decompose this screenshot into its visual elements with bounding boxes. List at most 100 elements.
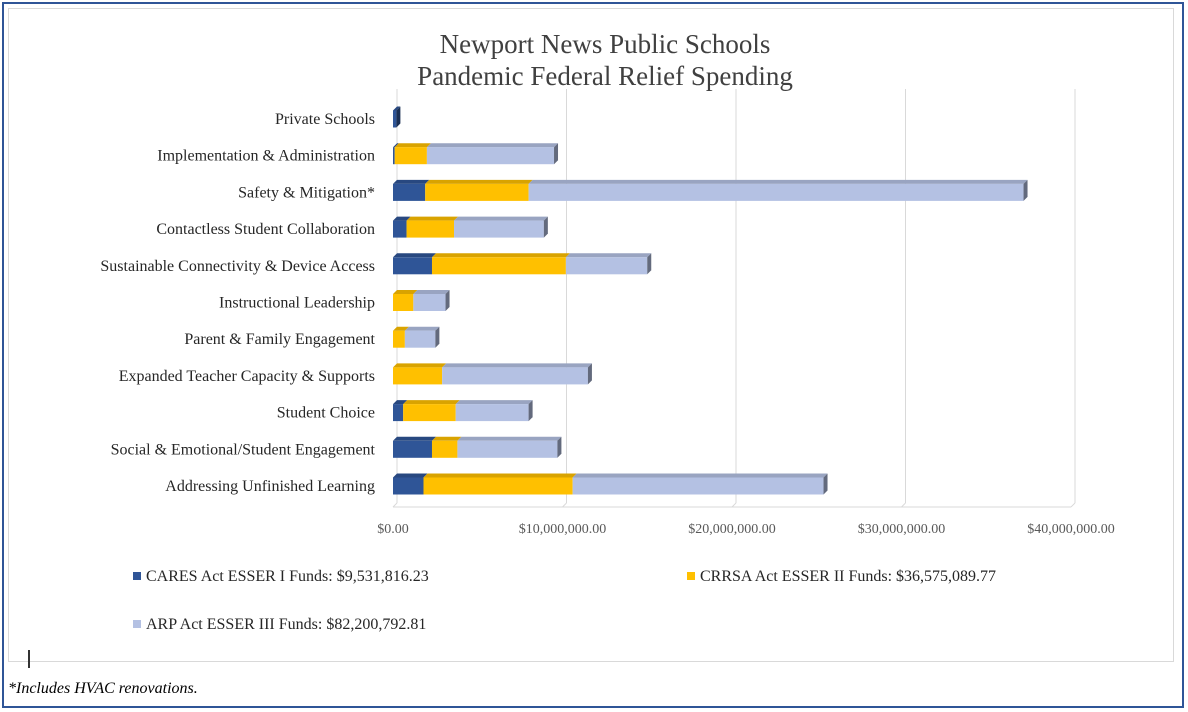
text-cursor bbox=[28, 650, 30, 668]
bar-segment-top bbox=[455, 400, 533, 405]
bar-segment bbox=[426, 147, 555, 165]
category-label: Sustainable Connectivity & Device Access bbox=[100, 258, 375, 275]
legend-swatch bbox=[133, 620, 141, 628]
bar-end-face bbox=[587, 363, 592, 385]
bar-segment bbox=[425, 183, 529, 201]
legend-swatch bbox=[133, 572, 141, 580]
bar-segment-top bbox=[393, 436, 436, 441]
gridline-foot-1 bbox=[562, 502, 567, 508]
bar-segment-top bbox=[457, 436, 562, 441]
bar-segment-top bbox=[393, 253, 436, 258]
bar-segment bbox=[528, 183, 1024, 201]
chart-title-line-1: Newport News Public Schools bbox=[440, 29, 771, 59]
bar-segment-top bbox=[406, 216, 459, 221]
bar-segment-top bbox=[425, 179, 533, 184]
bar-end-face bbox=[543, 216, 548, 238]
bar-segment bbox=[431, 440, 458, 458]
bar-segment bbox=[393, 147, 395, 165]
bar-segment bbox=[393, 294, 414, 311]
bar-segment bbox=[393, 404, 404, 422]
bar-end-face bbox=[554, 143, 559, 165]
bar-segment bbox=[393, 257, 432, 275]
category-label: Addressing Unfinished Learning bbox=[165, 478, 375, 495]
bar-segment bbox=[393, 110, 397, 128]
bar-segment-top bbox=[393, 216, 411, 221]
gridlines bbox=[392, 89, 1076, 508]
bar-segment bbox=[404, 330, 436, 348]
category-label: Contactless Student Collaboration bbox=[156, 221, 375, 238]
bar-segment-top bbox=[394, 143, 431, 148]
bar-end-face bbox=[1023, 179, 1028, 201]
legend-label: ARP Act ESSER III Funds: $82,200,792.81 bbox=[146, 616, 426, 633]
chart-area: Private Schools Implementation & Administ… bbox=[8, 8, 1174, 668]
bar-segment-top bbox=[454, 216, 548, 221]
bar-end-face bbox=[445, 290, 450, 311]
bar-segment bbox=[393, 367, 443, 385]
bar-segment-top bbox=[403, 400, 460, 405]
x-tick-label-0: $0.00 bbox=[377, 522, 409, 537]
bar-segment-top bbox=[413, 290, 450, 294]
bar-segment bbox=[413, 294, 446, 311]
category-label: Expanded Teacher Capacity & Supports bbox=[119, 368, 375, 385]
bar-segment bbox=[393, 477, 424, 495]
bar-segment bbox=[423, 477, 573, 495]
bar-end-face bbox=[528, 400, 533, 422]
x-tick-label-3: $30,000,000.00 bbox=[858, 522, 946, 537]
bar-segment bbox=[393, 183, 426, 201]
bar-segment-top bbox=[393, 473, 428, 478]
gridline-foot-0 bbox=[392, 502, 398, 508]
bar-segment-top bbox=[431, 253, 570, 258]
chart-title-line-2: Pandemic Federal Relief Spending bbox=[417, 61, 793, 91]
bar-segment bbox=[454, 220, 544, 238]
bar-end-face bbox=[823, 473, 828, 495]
x-axis-ticks: $0.00 $10,000,000.00 $20,000,000.00 $30,000… bbox=[377, 522, 1115, 537]
bar-segment-top bbox=[393, 290, 418, 294]
bar-segment bbox=[442, 367, 588, 385]
bar-segment bbox=[393, 330, 405, 348]
category-label: Instructional Leadership bbox=[219, 295, 375, 312]
bar-segment-top bbox=[572, 473, 828, 478]
bar-segment bbox=[431, 257, 566, 275]
bar-segment-top bbox=[528, 179, 1028, 184]
bars bbox=[393, 106, 1028, 495]
bar-segment-top bbox=[404, 326, 440, 331]
gridline-foot-3 bbox=[901, 502, 906, 508]
category-label: Safety & Mitigation* bbox=[238, 184, 375, 201]
bar-segment bbox=[455, 404, 529, 422]
legend-label: CRRSA Act ESSER II Funds: $36,575,089.77 bbox=[700, 568, 996, 585]
bar-segment bbox=[393, 440, 432, 458]
footnote: *Includes HVAC renovations. bbox=[8, 680, 198, 697]
bar-segment-top bbox=[442, 363, 592, 368]
bar-segment bbox=[393, 220, 407, 238]
relief-spending-chart: Private Schools Implementation & Administ… bbox=[100, 29, 1115, 633]
bar-segment-top bbox=[426, 143, 559, 148]
bar-segment-top bbox=[393, 326, 409, 331]
bar-segment-top bbox=[393, 400, 408, 405]
bar-end-face bbox=[647, 253, 652, 275]
category-label: Implementation & Administration bbox=[157, 148, 375, 165]
bar-segment-top bbox=[393, 363, 447, 368]
bar-segment-top bbox=[565, 253, 652, 258]
gridline-foot-4 bbox=[1070, 502, 1076, 508]
bar-segment-top bbox=[393, 179, 430, 184]
bar-segment-top bbox=[423, 473, 577, 478]
legend-swatch bbox=[687, 572, 695, 580]
bar-end-face bbox=[435, 326, 440, 348]
bar-segment bbox=[565, 257, 648, 275]
category-label: Parent & Family Engagement bbox=[184, 331, 375, 348]
bar-segment-top bbox=[431, 436, 462, 441]
bar-end-face bbox=[396, 106, 401, 128]
legend: CARES Act ESSER I Funds: $9,531,816.23 CR… bbox=[133, 568, 996, 633]
bar-segment bbox=[394, 147, 427, 165]
bar-segment bbox=[406, 220, 455, 238]
bar-segment-top bbox=[393, 143, 399, 148]
category-label: Private Schools bbox=[275, 111, 375, 128]
bar-segment-top bbox=[393, 106, 401, 111]
category-label: Student Choice bbox=[277, 405, 375, 422]
category-label: Social & Emotional/Student Engagement bbox=[111, 441, 376, 458]
bar-end-face bbox=[557, 436, 562, 458]
bar-segment bbox=[572, 477, 824, 495]
category-labels: Private Schools Implementation & Administ… bbox=[100, 111, 375, 495]
